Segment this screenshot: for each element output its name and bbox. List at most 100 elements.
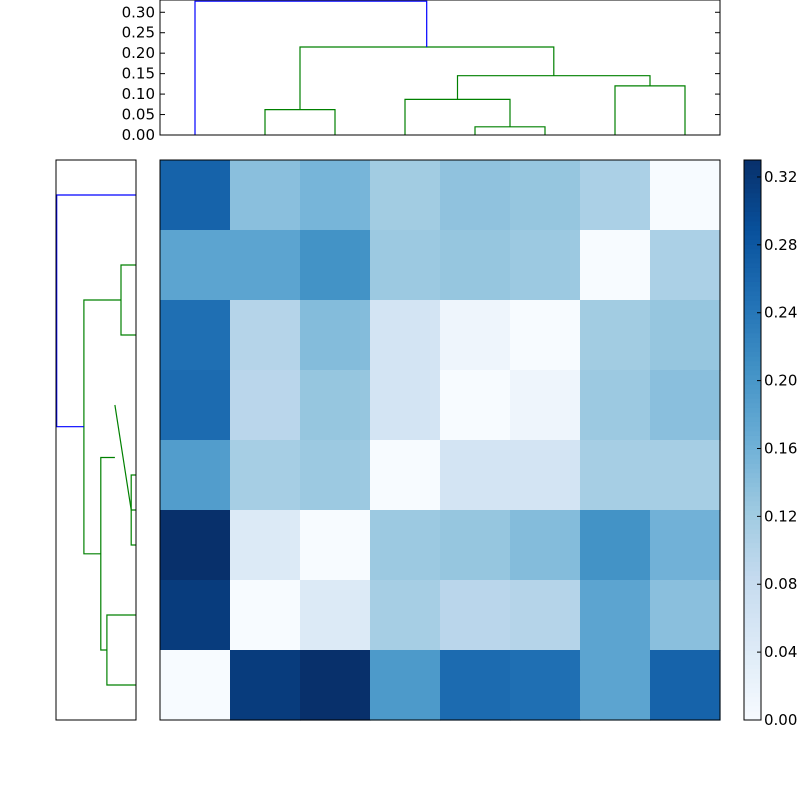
colorbar-segment-72 xyxy=(744,379,761,385)
colorbar-segment-10 xyxy=(744,668,761,674)
colorbar-segment-40 xyxy=(744,528,761,534)
heatmap-cell-r2-c6 xyxy=(580,300,651,371)
colorbar-segment-47 xyxy=(744,496,761,502)
colorbar-segment-18 xyxy=(744,631,761,637)
colorbar-segment-86 xyxy=(744,314,761,320)
colorbar-segment-1 xyxy=(744,710,761,716)
top-dendrogram-link-2 xyxy=(404,98,511,135)
colorbar-tick-label-4: 0.16 xyxy=(764,439,797,457)
heatmap-cell-r6-c5 xyxy=(510,580,581,651)
colorbar-segment-60 xyxy=(744,435,761,441)
colorbar-segment-50 xyxy=(744,482,761,488)
colorbar-segment-82 xyxy=(744,332,761,338)
colorbar-segment-68 xyxy=(744,398,761,404)
top-dendrogram-ytick-label-4: 0.20 xyxy=(122,44,155,62)
heatmap-cell-r2-c5 xyxy=(510,300,581,371)
heatmap-cell-r1-c5 xyxy=(510,230,581,301)
heatmap-cell-r2-c3 xyxy=(370,300,441,371)
colorbar-segment-97 xyxy=(744,262,761,268)
colorbar-segment-74 xyxy=(744,370,761,376)
colorbar-segment-101 xyxy=(744,244,761,250)
heatmap-cell-r0-c1 xyxy=(230,160,301,231)
heatmap-cell-r1-c3 xyxy=(370,230,441,301)
heatmap-cell-r3-c3 xyxy=(370,370,441,441)
heatmap-cell-r5-c5 xyxy=(510,510,581,581)
colorbar-segment-98 xyxy=(744,258,761,264)
colorbar-segment-106 xyxy=(744,220,761,226)
left-dendrogram-link-6 xyxy=(56,194,136,428)
colorbar-segment-119 xyxy=(744,160,761,166)
heatmap-cell-r7-c4 xyxy=(440,650,511,721)
heatmap-cell-r6-c0 xyxy=(160,580,231,651)
colorbar-segment-46 xyxy=(744,500,761,506)
colorbar-segment-17 xyxy=(744,636,761,642)
heatmap-cell-r6-c1 xyxy=(230,580,301,651)
colorbar-segment-20 xyxy=(744,622,761,628)
colorbar-segment-87 xyxy=(744,309,761,315)
heatmap-cell-r1-c7 xyxy=(650,230,721,301)
colorbar-segment-30 xyxy=(744,575,761,581)
top-dendrogram-link-6 xyxy=(194,0,428,135)
colorbar-tick-label-8: 0.32 xyxy=(764,168,797,186)
colorbar-segment-7 xyxy=(744,682,761,688)
left-dendrogram-link-4 xyxy=(100,456,115,651)
colorbar-segment-11 xyxy=(744,664,761,670)
colorbar-tick-label-7: 0.28 xyxy=(764,236,797,254)
colorbar-segment-23 xyxy=(744,608,761,614)
colorbar-segment-51 xyxy=(744,477,761,483)
colorbar-segment-79 xyxy=(744,346,761,352)
colorbar-segment-57 xyxy=(744,449,761,455)
heatmap-cell-r6-c4 xyxy=(440,580,511,651)
left-dendrogram-link-3 xyxy=(106,614,136,686)
heatmap-cell-r6-c2 xyxy=(300,580,371,651)
colorbar-segment-42 xyxy=(744,519,761,525)
heatmap-cell-r5-c3 xyxy=(370,510,441,581)
colorbar-segment-28 xyxy=(744,584,761,590)
colorbar-segment-34 xyxy=(744,556,761,562)
colorbar-segment-54 xyxy=(744,463,761,469)
heatmap-cell-r5-c0 xyxy=(160,510,231,581)
heatmap-cell-r7-c7 xyxy=(650,650,721,721)
heatmap-cell-r7-c0 xyxy=(160,650,231,721)
colorbar-segment-73 xyxy=(744,374,761,380)
colorbar-segment-109 xyxy=(744,206,761,212)
top-dendrogram-ytick-label-1: 0.05 xyxy=(122,106,155,124)
colorbar-tick-label-5: 0.20 xyxy=(764,372,797,390)
left-dendrogram-link-5 xyxy=(83,299,121,555)
colorbar-segment-92 xyxy=(744,286,761,292)
colorbar-segment-113 xyxy=(744,188,761,194)
heatmap-cell-r3-c5 xyxy=(510,370,581,441)
heatmap-cell-r1-c2 xyxy=(300,230,371,301)
heatmap-cell-r7-c1 xyxy=(230,650,301,721)
colorbar-segment-100 xyxy=(744,248,761,254)
heatmap-cell-r7-c2 xyxy=(300,650,371,721)
colorbar-segment-108 xyxy=(744,211,761,217)
colorbar-segment-103 xyxy=(744,234,761,240)
heatmap-cell-r6-c7 xyxy=(650,580,721,651)
colorbar-segment-99 xyxy=(744,253,761,259)
heatmap-cell-r5-c2 xyxy=(300,510,371,581)
left-dendrogram-link-1 xyxy=(120,264,136,336)
heatmap-cell-r1-c0 xyxy=(160,230,231,301)
colorbar-segment-91 xyxy=(744,290,761,296)
colorbar-segment-88 xyxy=(744,304,761,310)
colorbar-segment-117 xyxy=(744,169,761,175)
colorbar-segment-55 xyxy=(744,458,761,464)
heatmap-cell-r3-c6 xyxy=(580,370,651,441)
colorbar-segment-85 xyxy=(744,318,761,324)
colorbar-segment-27 xyxy=(744,589,761,595)
colorbar-segment-21 xyxy=(744,617,761,623)
heatmap-cell-r0-c7 xyxy=(650,160,721,231)
heatmap-cell-r2-c0 xyxy=(160,300,231,371)
top-dendrogram-ytick-label-0: 0.00 xyxy=(122,126,155,144)
heatmap-cell-r5-c6 xyxy=(580,510,651,581)
colorbar-segment-32 xyxy=(744,566,761,572)
colorbar-segment-71 xyxy=(744,384,761,390)
heatmap xyxy=(159,159,721,721)
left-dendrogram-frame xyxy=(55,159,137,721)
colorbar-segment-43 xyxy=(744,514,761,520)
colorbar-segment-118 xyxy=(744,164,761,170)
heatmap-cell-r2-c7 xyxy=(650,300,721,371)
colorbar-segment-49 xyxy=(744,486,761,492)
colorbar-segment-104 xyxy=(744,230,761,236)
